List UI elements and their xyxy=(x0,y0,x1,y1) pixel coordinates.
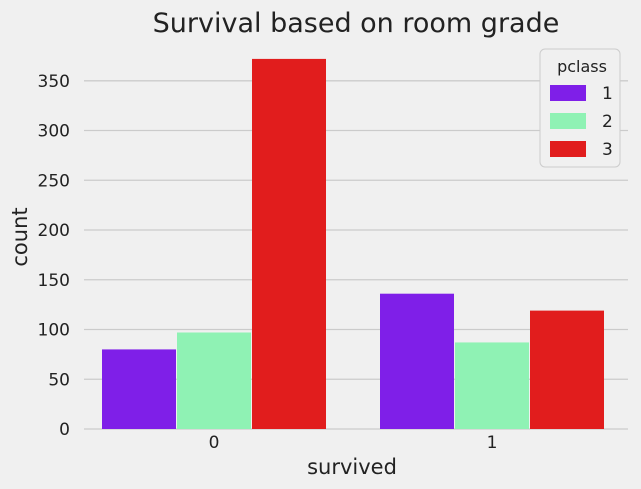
y-tick-label: 150 xyxy=(38,271,70,291)
chart-title: Survival based on room grade xyxy=(153,8,560,39)
legend-label: 1 xyxy=(602,84,613,104)
legend-title: pclass xyxy=(557,57,607,76)
y-tick-label: 200 xyxy=(38,221,70,241)
y-axis-label: count xyxy=(8,207,32,266)
legend-label: 2 xyxy=(602,112,613,132)
x-axis-label: survived xyxy=(307,455,397,479)
legend: pclass 1 2 3 xyxy=(539,48,621,168)
legend-swatch xyxy=(550,85,586,101)
x-tick-label: 1 xyxy=(487,433,498,453)
bar-2-1 xyxy=(455,342,529,429)
y-ticks: 0 50 100 150 200 250 300 350 xyxy=(38,72,70,440)
y-tick-label: 250 xyxy=(38,171,70,191)
bar-3-0 xyxy=(252,58,326,430)
x-tick-label: 0 xyxy=(209,433,220,453)
y-tick-label: 350 xyxy=(38,72,70,92)
bar-1-0 xyxy=(102,349,176,429)
legend-swatch xyxy=(550,113,586,129)
bar-3-1 xyxy=(530,310,604,429)
legend-swatch xyxy=(550,141,586,157)
legend-label: 3 xyxy=(602,140,613,160)
bar-1-1 xyxy=(380,293,454,429)
y-tick-label: 300 xyxy=(38,122,70,142)
y-tick-label: 50 xyxy=(48,370,70,390)
y-tick-label: 100 xyxy=(38,321,70,341)
y-tick-label: 0 xyxy=(59,420,70,440)
legend-items: 1 2 3 xyxy=(550,84,613,160)
bars xyxy=(102,58,604,430)
bar-2-0 xyxy=(177,332,251,429)
legend-box xyxy=(539,48,621,168)
